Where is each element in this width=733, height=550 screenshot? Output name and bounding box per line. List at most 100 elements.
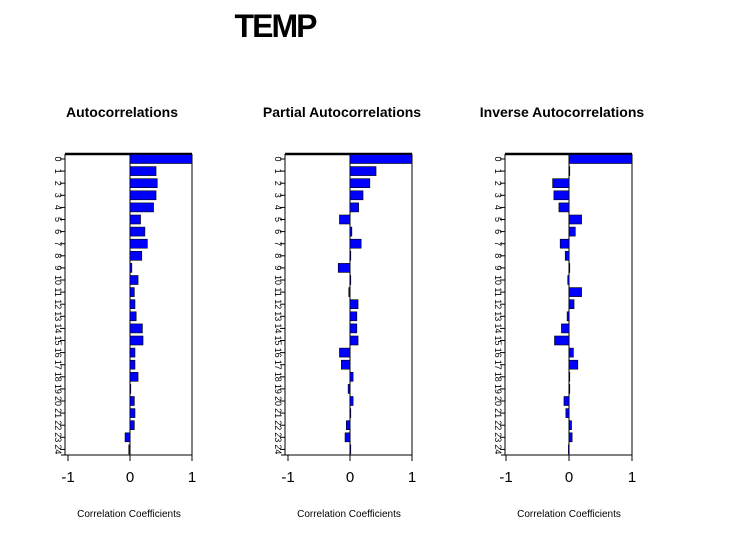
- lag-label: 11: [273, 287, 283, 296]
- lag-label: 21: [53, 408, 63, 418]
- bar-lag-20: [563, 396, 570, 406]
- lag-label: 1: [273, 169, 283, 174]
- lag-label: 19: [53, 384, 63, 394]
- lag-label: 23: [53, 432, 63, 442]
- lag-label: 2: [273, 181, 283, 186]
- bar-lag-13: [566, 311, 570, 322]
- lag-label: 7: [53, 241, 63, 246]
- bar-lag-8: [129, 251, 143, 261]
- x-tick-label: 0: [126, 469, 134, 486]
- bar-lag-2: [129, 178, 158, 188]
- panel-3: Inverse Autocorrelations0123456789101112…: [480, 104, 645, 520]
- lag-label: 17: [53, 360, 63, 370]
- bar-lag-9: [129, 263, 133, 273]
- lag-label: 1: [493, 169, 503, 174]
- bar-lag-11: [129, 287, 135, 297]
- bar-lag-13: [349, 311, 358, 322]
- bar-lag-22: [129, 420, 135, 431]
- x-tick-label: -1: [281, 469, 294, 486]
- x-tick-label: 1: [188, 469, 196, 486]
- panel-title: Inverse Autocorrelations: [480, 104, 645, 120]
- bar-lag-5: [568, 214, 582, 225]
- lag-label: 14: [493, 323, 503, 333]
- bar-lag-12: [129, 299, 136, 310]
- bar-lag-15: [349, 335, 359, 346]
- lag-label: 14: [53, 323, 63, 333]
- lag-label: 11: [493, 287, 503, 296]
- bar-lag-4: [558, 202, 570, 213]
- bar-lag-1: [568, 166, 571, 176]
- bar-lag-11: [348, 287, 351, 297]
- lag-label: 6: [273, 229, 283, 234]
- bar-lag-16: [568, 347, 574, 358]
- lag-label: 22: [273, 420, 283, 430]
- bar-lag-9: [337, 263, 351, 273]
- panel-1: Autocorrelations012345678910111213141516…: [53, 104, 196, 520]
- bar-lag-16: [129, 347, 136, 358]
- lag-label: 18: [493, 372, 503, 382]
- lag-label: 18: [53, 372, 63, 382]
- bar-lag-12: [568, 299, 575, 310]
- bar-lag-22: [568, 420, 572, 431]
- bar-lag-18: [129, 371, 139, 382]
- lag-label: 8: [493, 253, 503, 258]
- bar-lag-3: [129, 190, 157, 201]
- lag-label: 23: [493, 432, 503, 442]
- lag-label: 13: [53, 311, 63, 321]
- lag-label: 23: [273, 432, 283, 442]
- lag-label: 6: [53, 229, 63, 234]
- bar-lag-3: [349, 190, 364, 201]
- lag-label: 15: [53, 335, 63, 345]
- bar-lag-8: [564, 251, 570, 261]
- bar-lag-19: [568, 384, 571, 394]
- bar-lag-4: [129, 202, 154, 213]
- lag-label: 19: [273, 384, 283, 394]
- bar-lag-10: [567, 275, 570, 285]
- bar-lag-19: [129, 384, 132, 394]
- chart-title: TEMP: [234, 8, 318, 44]
- x-tick-label: 0: [565, 469, 573, 486]
- lag-label: 17: [493, 360, 503, 370]
- bar-lag-5: [129, 214, 141, 225]
- lag-label: 8: [273, 253, 283, 258]
- lag-label: 21: [493, 408, 503, 418]
- bar-lag-6: [129, 226, 146, 237]
- bar-lag-17: [341, 359, 351, 370]
- x-axis-label: Correlation Coefficients: [77, 509, 181, 520]
- bar-lag-24: [349, 444, 352, 455]
- bar-lag-1: [129, 166, 157, 176]
- bar-lag-23: [124, 432, 131, 443]
- lag-label: 2: [493, 181, 503, 186]
- lag-label: 12: [493, 299, 503, 309]
- lag-label: 16: [273, 348, 283, 358]
- lag-label: 20: [53, 396, 63, 406]
- lag-label: 7: [273, 241, 283, 246]
- lag-label: 3: [273, 193, 283, 198]
- bar-lag-6: [568, 226, 576, 237]
- bar-lag-6: [349, 226, 353, 237]
- bar-lag-0: [349, 154, 413, 164]
- lag-label: 3: [53, 193, 63, 198]
- bar-lag-13: [129, 311, 137, 322]
- x-tick-label: 1: [408, 469, 416, 486]
- bar-lag-12: [349, 299, 359, 310]
- lag-label: 9: [53, 265, 63, 270]
- lag-label: 22: [493, 420, 503, 430]
- bar-lag-23: [568, 432, 573, 443]
- lag-label: 5: [273, 217, 283, 222]
- lag-label: 4: [493, 205, 503, 210]
- lag-label: 21: [273, 408, 283, 418]
- bar-lag-2: [552, 178, 570, 188]
- bar-lag-0: [568, 154, 633, 164]
- lag-label: 22: [53, 420, 63, 430]
- lag-label: 24: [493, 444, 503, 454]
- lag-label: 13: [273, 311, 283, 321]
- lag-label: 16: [53, 348, 63, 358]
- lag-label: 17: [273, 360, 283, 370]
- bar-lag-22: [345, 420, 351, 431]
- lag-label: 10: [53, 275, 63, 285]
- bar-lag-7: [129, 238, 148, 249]
- bar-lag-19: [347, 384, 351, 394]
- lag-label: 12: [273, 299, 283, 309]
